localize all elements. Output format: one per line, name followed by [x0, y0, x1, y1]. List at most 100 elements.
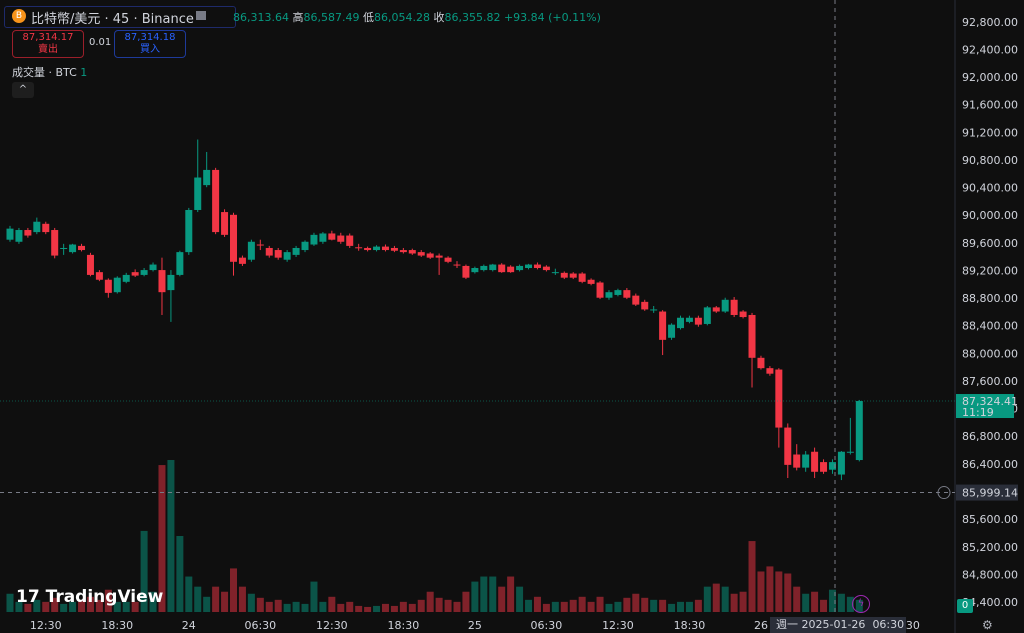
candle-body	[167, 274, 175, 291]
candle-body	[498, 264, 506, 273]
volume-bar	[86, 596, 94, 612]
ohlc: 86,313.64 高86,587.49 低86,054.28 收86,355.…	[233, 9, 601, 25]
candle-body	[659, 311, 667, 340]
volume-bar	[167, 460, 175, 612]
candle-body	[632, 295, 640, 305]
sell-button[interactable]: 87,314.17 賣出	[12, 30, 84, 58]
volume-bar	[605, 603, 613, 612]
candle-body	[560, 272, 568, 278]
volume-bar	[42, 601, 50, 612]
volume-bar	[60, 603, 68, 612]
volume-name: 成交量 · BTC	[12, 66, 77, 79]
volume-bar	[766, 566, 774, 612]
candle-body	[677, 317, 684, 329]
volume-bar	[525, 599, 533, 612]
candle-body	[78, 245, 86, 251]
countdown: 11:19	[962, 406, 994, 419]
volume-bar	[346, 601, 354, 612]
volume-value: 1	[80, 66, 88, 79]
volume-bar	[694, 599, 702, 612]
x-tick-label: 25	[468, 619, 482, 632]
candle-body	[587, 279, 595, 284]
volume-bar	[551, 601, 559, 612]
crosshair-date: 週一 2025-01-26 06:30	[770, 617, 906, 633]
candle-body	[793, 454, 801, 468]
watermark: 17 TradingView	[16, 587, 163, 607]
volume-bar	[51, 597, 59, 612]
x-tick-label: 12:30	[316, 619, 348, 632]
candle-body	[784, 427, 792, 465]
volume-bar	[793, 586, 801, 612]
volume-bar	[489, 576, 497, 612]
candle-body	[507, 266, 515, 273]
volume-bar	[69, 601, 77, 612]
volume-bar	[668, 603, 676, 612]
sell-price: 87,314.17	[22, 32, 74, 43]
volume-bar	[784, 573, 792, 612]
candle-body	[221, 212, 229, 235]
candle-body	[820, 462, 828, 472]
candle-body	[364, 247, 372, 251]
volume-bar	[95, 599, 103, 612]
candle-body	[605, 292, 613, 298]
quantity[interactable]: 0.01	[89, 37, 112, 48]
candle-body	[60, 247, 68, 249]
volume-bar	[721, 586, 729, 612]
y-tick-label: 91,600.00	[962, 99, 1018, 112]
volume-bar	[131, 601, 139, 612]
volume-bar	[828, 589, 836, 612]
volume-bar	[569, 599, 577, 612]
sell-label: 賣出	[38, 44, 58, 55]
volume-bar	[355, 605, 363, 612]
candle-body	[551, 272, 559, 274]
candle-body	[766, 368, 774, 374]
symbol: 比特幣/美元 · 45 · Binance	[31, 12, 194, 27]
y-tick-label: 90,400.00	[962, 182, 1018, 195]
collapse-button[interactable]: ^	[12, 82, 34, 98]
candle-body	[292, 247, 300, 255]
volume-bar	[238, 586, 246, 612]
candle-body	[480, 265, 488, 271]
alert-icon[interactable]: ϟ	[852, 595, 870, 613]
candle-body	[131, 272, 139, 276]
symbol-box[interactable]	[4, 6, 236, 28]
candle-body	[301, 241, 309, 251]
candle-body	[828, 462, 836, 470]
candle-body	[104, 279, 112, 293]
volume-bar	[426, 591, 434, 612]
volume-bar	[498, 586, 506, 612]
candle-body	[748, 314, 756, 358]
volume-bar	[212, 586, 220, 612]
current-price-box	[956, 394, 1014, 419]
volume-bar	[435, 597, 443, 612]
candle-body	[176, 252, 184, 275]
volume-bar	[739, 591, 747, 612]
y-tick-label: 89,200.00	[962, 264, 1018, 277]
buy-price: 87,314.18	[124, 32, 176, 43]
candle-body	[212, 169, 220, 233]
candle-body	[489, 264, 497, 271]
candle-body	[113, 277, 121, 293]
volume-bar	[560, 601, 568, 612]
volume-bar	[247, 593, 255, 612]
volume-bar	[6, 593, 14, 612]
low-label: 低	[362, 11, 374, 24]
candle-body	[238, 257, 246, 264]
candle-body	[453, 264, 461, 266]
buy-button[interactable]: 87,314.18 買入	[114, 30, 186, 58]
x-tick-label: 06:30	[244, 619, 276, 632]
candle-body	[471, 268, 479, 273]
volume-bar	[802, 593, 810, 612]
candle-body	[86, 254, 94, 275]
current-price-label: 87,324.41	[962, 395, 1018, 408]
volume-bar	[337, 603, 345, 612]
volume-bar	[149, 591, 157, 612]
volume-bar	[140, 530, 148, 612]
volume-bar	[176, 536, 184, 612]
candle-body	[283, 252, 291, 260]
settings-icon[interactable]: ⚙	[982, 618, 993, 632]
y-tick-label: 88,000.00	[962, 347, 1018, 360]
watermark-text: TradingView	[45, 587, 164, 607]
y-tick-label: 88,800.00	[962, 292, 1018, 305]
volume-bar	[650, 599, 658, 612]
